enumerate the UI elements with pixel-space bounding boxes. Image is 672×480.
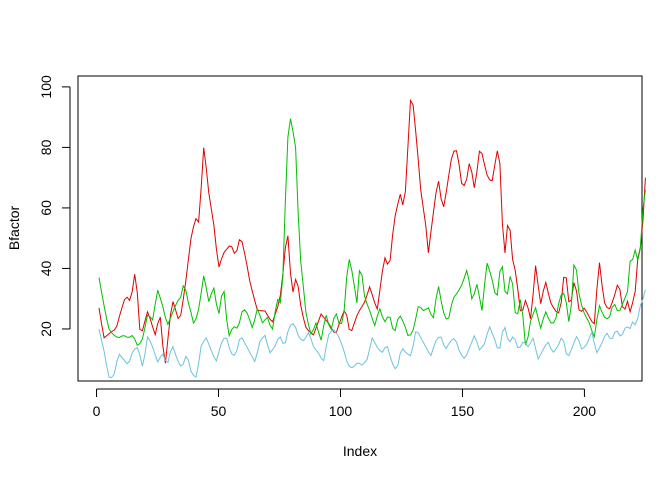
x-axis: 0 50 100 150 200 bbox=[93, 388, 597, 419]
x-tick-label: 150 bbox=[451, 403, 475, 419]
x-tick-label: 0 bbox=[93, 403, 101, 419]
y-tick-label: 60 bbox=[38, 200, 54, 216]
series-line-3 bbox=[98, 289, 646, 378]
y-axis-label: Bfactor bbox=[6, 205, 22, 250]
x-axis-label: Index bbox=[343, 443, 377, 459]
y-tick-label: 80 bbox=[38, 139, 54, 155]
plot-frame bbox=[77, 75, 643, 382]
series-line-1 bbox=[98, 98, 646, 364]
y-tick-label: 100 bbox=[38, 75, 54, 99]
series-layer bbox=[98, 98, 646, 378]
x-tick-label: 200 bbox=[573, 403, 597, 419]
y-tick-label: 20 bbox=[38, 321, 54, 337]
y-tick-label: 40 bbox=[38, 260, 54, 276]
series-line-2 bbox=[98, 118, 646, 347]
y-axis: 20 40 60 80 100 bbox=[38, 75, 71, 337]
x-tick-label: 100 bbox=[329, 403, 353, 419]
x-tick-label: 50 bbox=[211, 403, 227, 419]
